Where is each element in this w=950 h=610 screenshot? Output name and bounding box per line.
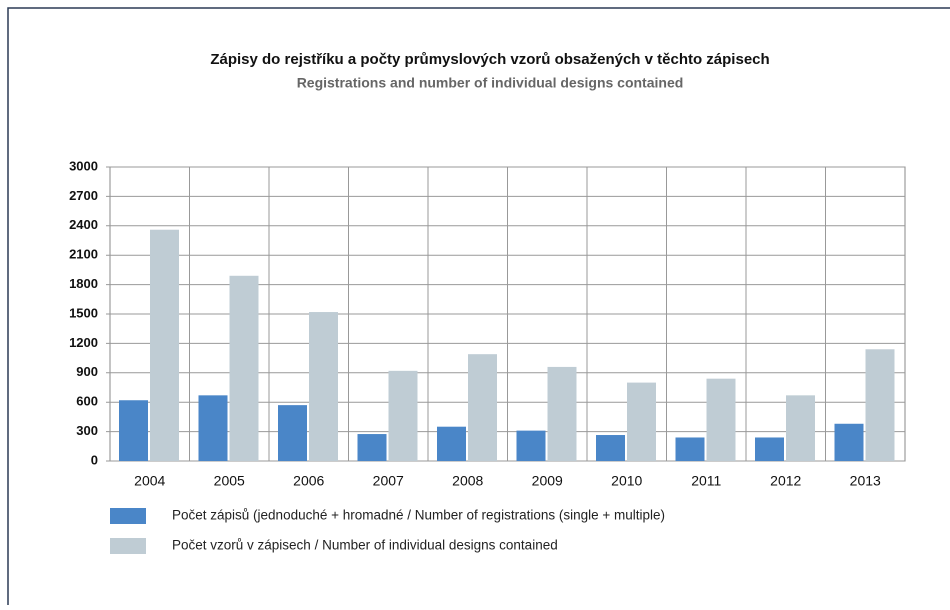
- bar: [119, 400, 148, 461]
- bar: [388, 370, 418, 461]
- y-tick-label: 2700: [69, 188, 98, 203]
- bar: [229, 275, 259, 461]
- bar: [834, 423, 864, 461]
- bar: [627, 382, 656, 461]
- x-tick-label: 2010: [611, 473, 642, 489]
- bar: [755, 437, 784, 461]
- bar: [675, 437, 705, 461]
- y-tick-label: 600: [76, 394, 98, 409]
- y-tick-label: 2400: [69, 217, 98, 232]
- x-tick-label: 2005: [214, 473, 245, 489]
- y-tick-label: 900: [76, 364, 98, 379]
- bar: [865, 349, 895, 461]
- legend-swatch: [110, 508, 146, 524]
- bar: [596, 435, 625, 461]
- y-tick-label: 1800: [69, 276, 98, 291]
- legend-label: Počet vzorů v zápisech / Number of indiv…: [172, 538, 558, 553]
- bar: [516, 430, 546, 461]
- bar: [198, 395, 228, 461]
- bar: [357, 434, 387, 461]
- legend-swatch: [110, 538, 146, 554]
- x-tick-label: 2011: [691, 473, 721, 489]
- frame: [7, 7, 950, 605]
- bar: [309, 312, 338, 461]
- x-tick-label: 2004: [134, 473, 165, 489]
- y-tick-label: 300: [76, 423, 98, 438]
- chart-subtitle: Registrations and number of individual d…: [297, 75, 684, 91]
- x-tick-label: 2008: [452, 473, 483, 489]
- bar: [150, 229, 179, 461]
- y-tick-label: 2100: [69, 247, 98, 262]
- y-tick-label: 1200: [69, 335, 98, 350]
- bar: [547, 366, 577, 461]
- bar: [706, 378, 736, 461]
- legend-label: Počet zápisů (jednoduché + hromadné / Nu…: [172, 508, 665, 523]
- bar: [278, 405, 307, 461]
- y-tick-label: 1500: [69, 305, 98, 320]
- bar: [786, 395, 815, 461]
- x-tick-label: 2009: [532, 473, 563, 489]
- x-tick-label: 2006: [293, 473, 324, 489]
- y-tick-label: 0: [91, 452, 98, 467]
- x-tick-label: 2007: [373, 473, 404, 489]
- y-tick-label: 3000: [69, 158, 98, 173]
- x-tick-label: 2012: [770, 473, 801, 489]
- x-tick-label: 2013: [850, 473, 881, 489]
- bar: [468, 354, 497, 461]
- bar: [437, 426, 466, 461]
- chart-title: Zápisy do rejstříku a počty průmyslových…: [210, 51, 769, 68]
